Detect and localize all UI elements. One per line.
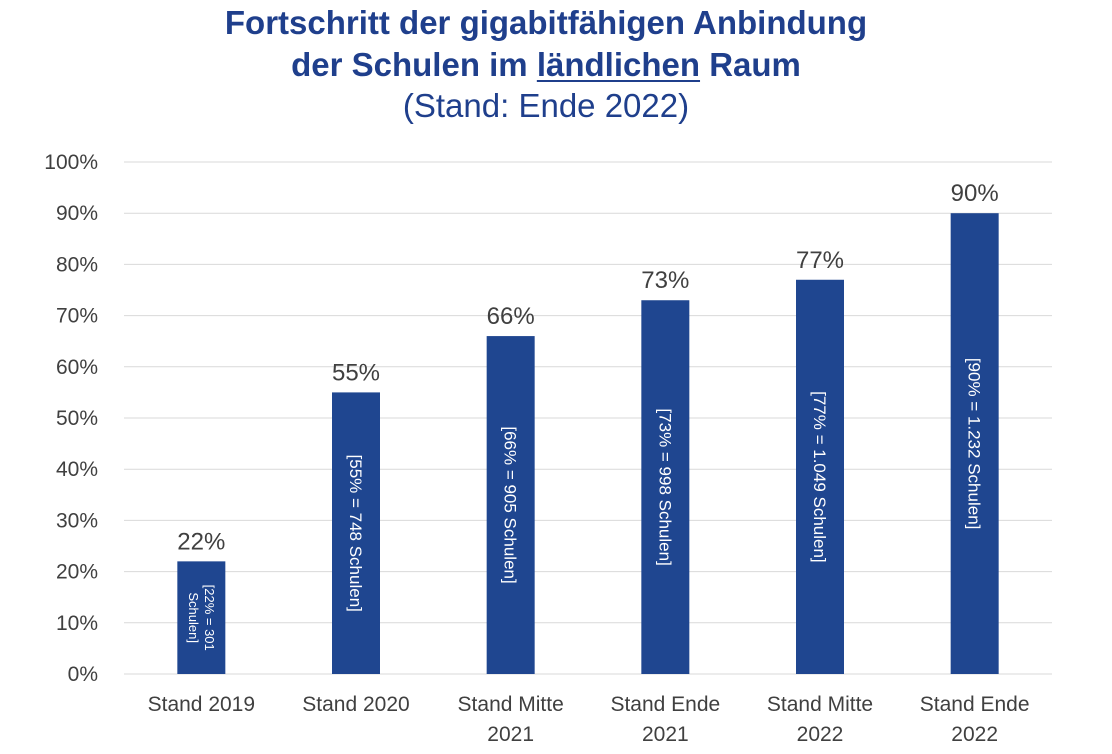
bar-inner-label-line: Schulen] <box>186 592 201 643</box>
bar-inner-label-line: [55% = 748 Schulen] <box>346 455 365 612</box>
y-tick-label: 40% <box>56 458 98 481</box>
value-label: 77% <box>796 247 844 274</box>
bar-inner-label: [73% = 998 Schulen] <box>655 408 674 565</box>
bar-inner-label: [66% = 905 Schulen] <box>501 426 520 583</box>
y-tick-label: 70% <box>56 305 98 328</box>
chart-subtitle: (Stand: Ende 2022) <box>402 87 690 124</box>
y-tick-label: 60% <box>56 356 98 379</box>
bar-inner-label-line: [66% = 905 Schulen] <box>501 426 520 583</box>
bar-inner-label-line: [90% = 1.232 Schulen] <box>965 358 984 530</box>
chart-title-line2-post: Raum <box>700 46 801 83</box>
bar-inner-label-line: [22% = 301 <box>202 585 217 651</box>
value-label: 66% <box>487 303 535 330</box>
category-label: Stand Ende <box>610 693 720 716</box>
category-label: Stand 2020 <box>302 693 409 716</box>
y-tick-label: 0% <box>68 663 98 686</box>
bar <box>641 300 690 674</box>
y-tick-label: 50% <box>56 407 98 430</box>
y-tick-label: 30% <box>56 509 98 532</box>
bar-inner-label: [22% = 301Schulen] <box>186 585 217 651</box>
bar <box>332 392 380 674</box>
y-tick-label: 10% <box>56 612 98 635</box>
chart-title-block: Fortschritt der gigabitfähigen Anbindung… <box>0 2 1092 126</box>
y-tick-label: 80% <box>56 253 98 276</box>
value-label: 90% <box>951 180 999 207</box>
chart-title-prefix: Fortschritt der gigabitfähigen Anbindung <box>224 4 868 41</box>
bar-inner-label: [90% = 1.232 Schulen] <box>965 358 984 530</box>
bar-inner-label-line: [77% = 1.049 Schulen] <box>810 391 829 563</box>
category-label: Stand Mitte <box>458 693 564 716</box>
chart-title-emphasis: ländlichen <box>536 46 701 83</box>
bar <box>950 213 999 674</box>
value-label: 73% <box>641 267 689 294</box>
category-label: 2022 <box>951 723 998 746</box>
y-tick-label: 20% <box>56 561 98 584</box>
value-label: 55% <box>332 359 380 386</box>
category-label: Stand Mitte <box>767 693 873 716</box>
chart-title-line-1: Fortschritt der gigabitfähigen Anbindung <box>0 2 1092 44</box>
y-tick-label: 100% <box>44 151 98 174</box>
category-label: 2021 <box>642 723 689 746</box>
chart-title-line2-pre: der Schulen im <box>291 46 537 83</box>
category-label: 2021 <box>487 723 534 746</box>
value-label: 22% <box>177 528 225 555</box>
bar-inner-label: [77% = 1.049 Schulen] <box>810 391 829 563</box>
bar <box>796 279 844 674</box>
category-label: Stand Ende <box>920 693 1030 716</box>
category-label: 2022 <box>797 723 844 746</box>
bar <box>177 561 226 674</box>
category-label: Stand 2019 <box>148 693 255 716</box>
bar <box>486 336 535 674</box>
bar-inner-label-line: [73% = 998 Schulen] <box>655 408 674 565</box>
chart-title-line-2: der Schulen im ländlichen Raum <box>0 44 1092 86</box>
y-tick-label: 90% <box>56 202 98 225</box>
bar-inner-label: [55% = 748 Schulen] <box>346 455 365 612</box>
